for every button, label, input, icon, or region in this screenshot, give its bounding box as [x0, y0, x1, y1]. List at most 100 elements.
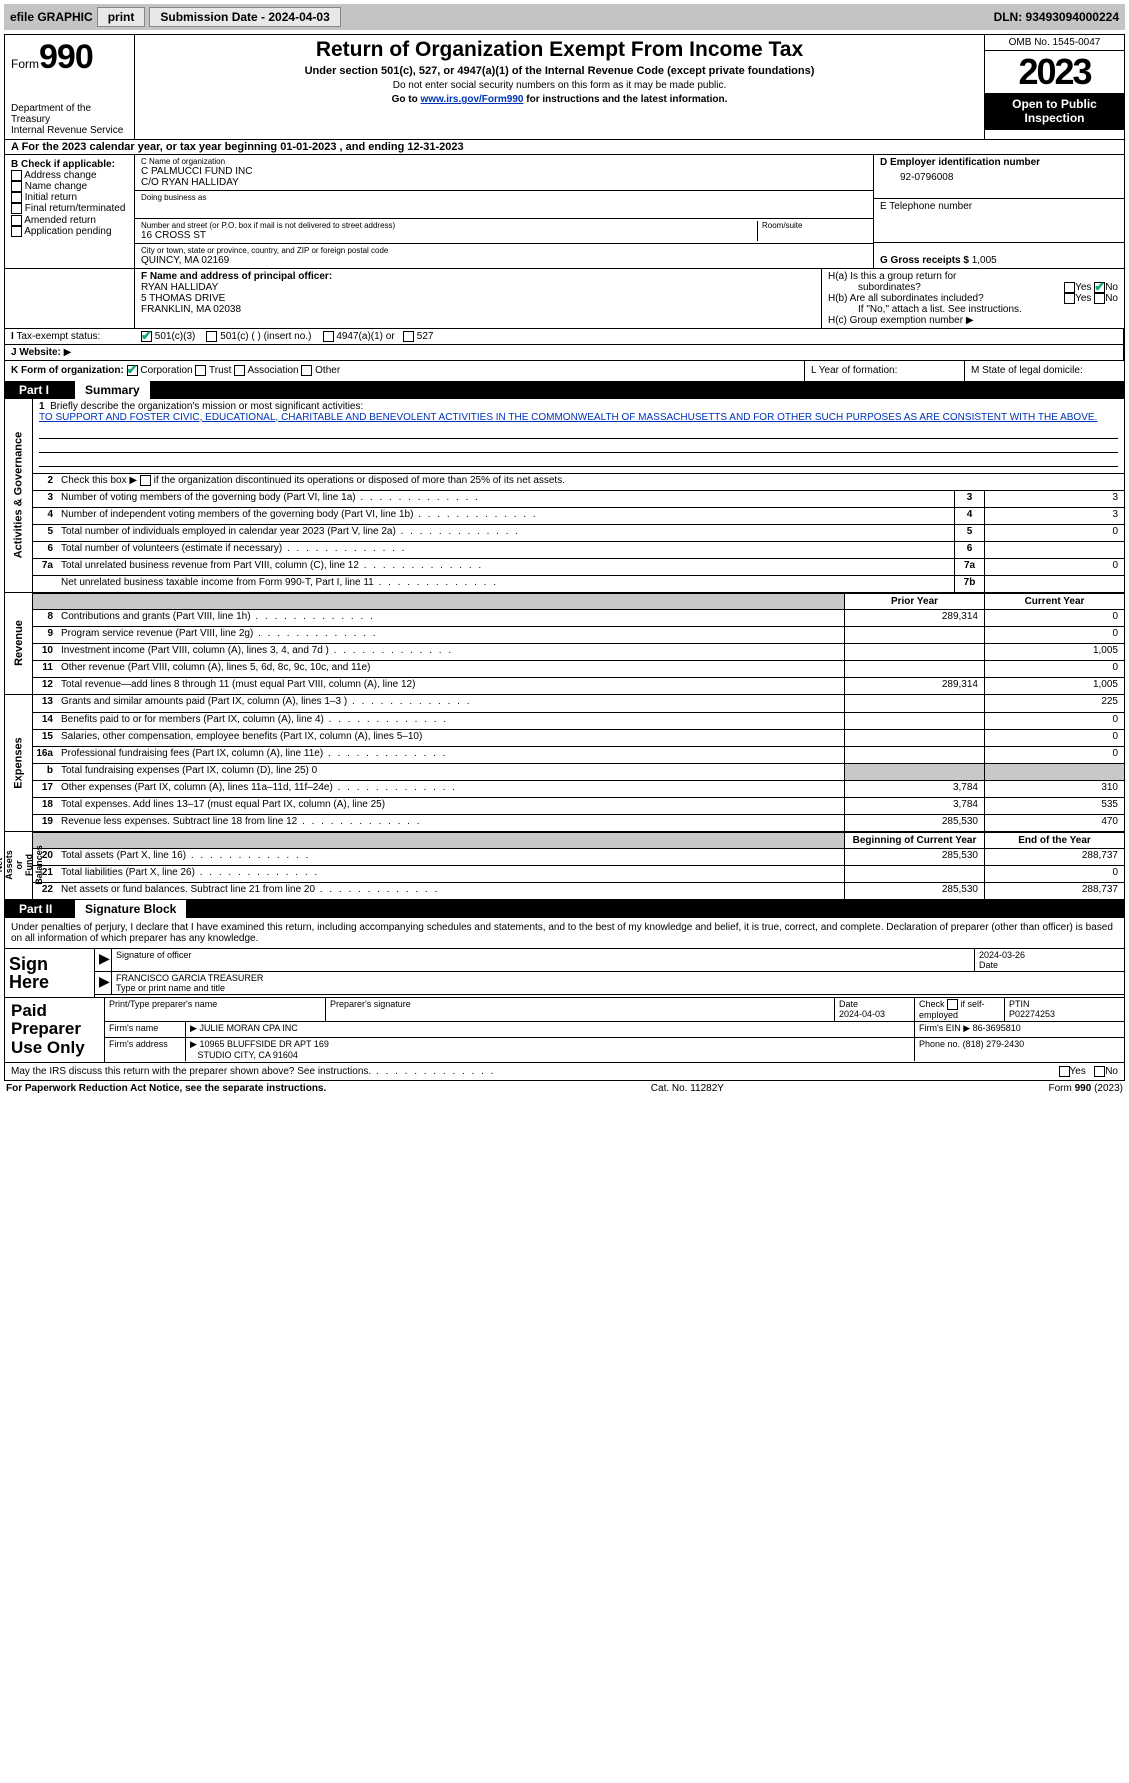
line-16b-prior [844, 764, 984, 780]
checkbox-icon[interactable] [11, 215, 22, 226]
ptin-label: PTIN [1009, 999, 1030, 1009]
print-button[interactable]: print [97, 7, 146, 27]
line-6-val [984, 542, 1124, 558]
line-9-current: 0 [984, 627, 1124, 643]
sidebar-na: Net Assets or Fund Balances [5, 832, 33, 899]
tax-year: 2023 [985, 51, 1124, 93]
sidebar-ag: Activities & Governance [5, 399, 33, 592]
j-label: Website: [19, 347, 63, 358]
line-5-val: 0 [984, 525, 1124, 541]
checkbox-icon[interactable] [301, 365, 312, 376]
arrow-icon: ▶ [963, 1023, 970, 1033]
line-17-prior: 3,784 [844, 781, 984, 797]
line-22-bcy: 285,530 [844, 883, 984, 899]
part-2-num: Part II [5, 900, 75, 918]
line-15-text: Salaries, other compensation, employee b… [57, 730, 844, 746]
line-14-current: 0 [984, 713, 1124, 729]
line-11-current: 0 [984, 661, 1124, 677]
firm-name-val: JULIE MORAN CPA INC [199, 1023, 297, 1033]
line-4-text: Number of independent voting members of … [57, 508, 954, 524]
section-revenue: Revenue Prior YearCurrent Year 8Contribu… [5, 593, 1124, 695]
line-10-num: 10 [33, 644, 57, 660]
checkbox-icon[interactable] [195, 365, 206, 376]
line-21-bcy [844, 866, 984, 882]
k-trust: Trust [209, 366, 231, 377]
checkbox-icon[interactable] [1064, 282, 1075, 293]
footer: For Paperwork Reduction Act Notice, see … [0, 1081, 1129, 1096]
checkbox-icon[interactable] [1094, 293, 1105, 304]
checkbox-checked-icon[interactable] [127, 365, 138, 376]
checkbox-checked-icon[interactable] [1094, 282, 1105, 293]
irs-link[interactable]: www.irs.gov/Form990 [420, 94, 523, 105]
line-2-text-b: if the organization discontinued its ope… [154, 475, 565, 486]
arrow-icon: ▶ [64, 347, 72, 358]
checkbox-icon[interactable] [140, 475, 151, 486]
c-name-label: C Name of organization [141, 157, 867, 166]
line-14-text: Benefits paid to or for members (Part IX… [57, 713, 844, 729]
line-12-prior: 289,314 [844, 678, 984, 694]
phone-label: Phone no. [919, 1039, 960, 1049]
blank-line [39, 453, 1118, 467]
line-17-current: 310 [984, 781, 1124, 797]
line-12-current: 1,005 [984, 678, 1124, 694]
form-number: 990 [39, 38, 93, 76]
discuss-text: May the IRS discuss this return with the… [11, 1066, 978, 1077]
line-8-text: Contributions and grants (Part VIII, lin… [57, 610, 844, 626]
line-9-text: Program service revenue (Part VIII, line… [57, 627, 844, 643]
line-20-bcy: 285,530 [844, 849, 984, 865]
line-18-prior: 3,784 [844, 798, 984, 814]
b-opt-3: Final return/terminated [25, 204, 126, 215]
checkbox-icon[interactable] [11, 203, 22, 214]
line-18-text: Total expenses. Add lines 13–17 (must eq… [57, 798, 844, 814]
checkbox-checked-icon[interactable] [141, 331, 152, 342]
line-4-val: 3 [984, 508, 1124, 524]
checkbox-icon[interactable] [11, 226, 22, 237]
line-9-num: 9 [33, 627, 57, 643]
line-7b-box: 7b [954, 576, 984, 592]
discuss-row: May the IRS discuss this return with the… [5, 1062, 1124, 1080]
line-15-prior [844, 730, 984, 746]
b-opt-2: Initial return [25, 192, 77, 203]
section-activities-governance: Activities & Governance 1 Briefly descri… [5, 399, 1124, 593]
checkbox-icon[interactable] [234, 365, 245, 376]
blank-line [39, 439, 1118, 453]
yes-label: Yes [1075, 282, 1091, 293]
line-19-num: 19 [33, 815, 57, 831]
line-5-text: Total number of individuals employed in … [57, 525, 954, 541]
row-k-l-m: K Form of organization: Corporation Trus… [5, 360, 1124, 380]
eoy-header: End of the Year [984, 833, 1124, 848]
arrow-icon: ▶ [129, 475, 137, 486]
g-gross-label: G Gross receipts $ [880, 255, 969, 266]
arrow-icon: ▶ [190, 1039, 197, 1049]
checkbox-icon[interactable] [206, 331, 217, 342]
line-3-val: 3 [984, 491, 1124, 507]
b-opt-5: Application pending [24, 226, 111, 237]
sig-date-label: Date [979, 960, 1120, 970]
room-label: Room/suite [762, 221, 867, 230]
checkbox-icon[interactable] [323, 331, 334, 342]
checkbox-icon[interactable] [11, 181, 22, 192]
d-ein-label: D Employer identification number [880, 157, 1040, 168]
checkbox-icon[interactable] [11, 170, 22, 181]
checkbox-icon[interactable] [1094, 1066, 1105, 1077]
k-other: Other [315, 366, 340, 377]
line-20-eoy: 288,737 [984, 849, 1124, 865]
f-left-blank [5, 269, 135, 328]
checkbox-icon[interactable] [11, 192, 22, 203]
checkbox-icon[interactable] [403, 331, 414, 342]
checkbox-icon[interactable] [1059, 1066, 1070, 1077]
line-7b-text: Net unrelated business taxable income fr… [57, 576, 954, 592]
b-header: B Check if applicable: [11, 159, 115, 170]
line-3-box: 3 [954, 491, 984, 507]
line-7a-box: 7a [954, 559, 984, 575]
checkbox-icon[interactable] [947, 999, 958, 1010]
sidebar-rev-label: Revenue [13, 620, 25, 666]
line-16b-num: b [33, 764, 57, 780]
form-header: Form990 Department of the Treasury Inter… [5, 35, 1124, 140]
phone-val: (818) 279-2430 [963, 1039, 1025, 1049]
prior-year-header: Prior Year [844, 594, 984, 609]
k-label: K Form of organization: [11, 366, 124, 377]
line-14-prior [844, 713, 984, 729]
k-assoc: Association [247, 366, 298, 377]
checkbox-icon[interactable] [1064, 293, 1075, 304]
